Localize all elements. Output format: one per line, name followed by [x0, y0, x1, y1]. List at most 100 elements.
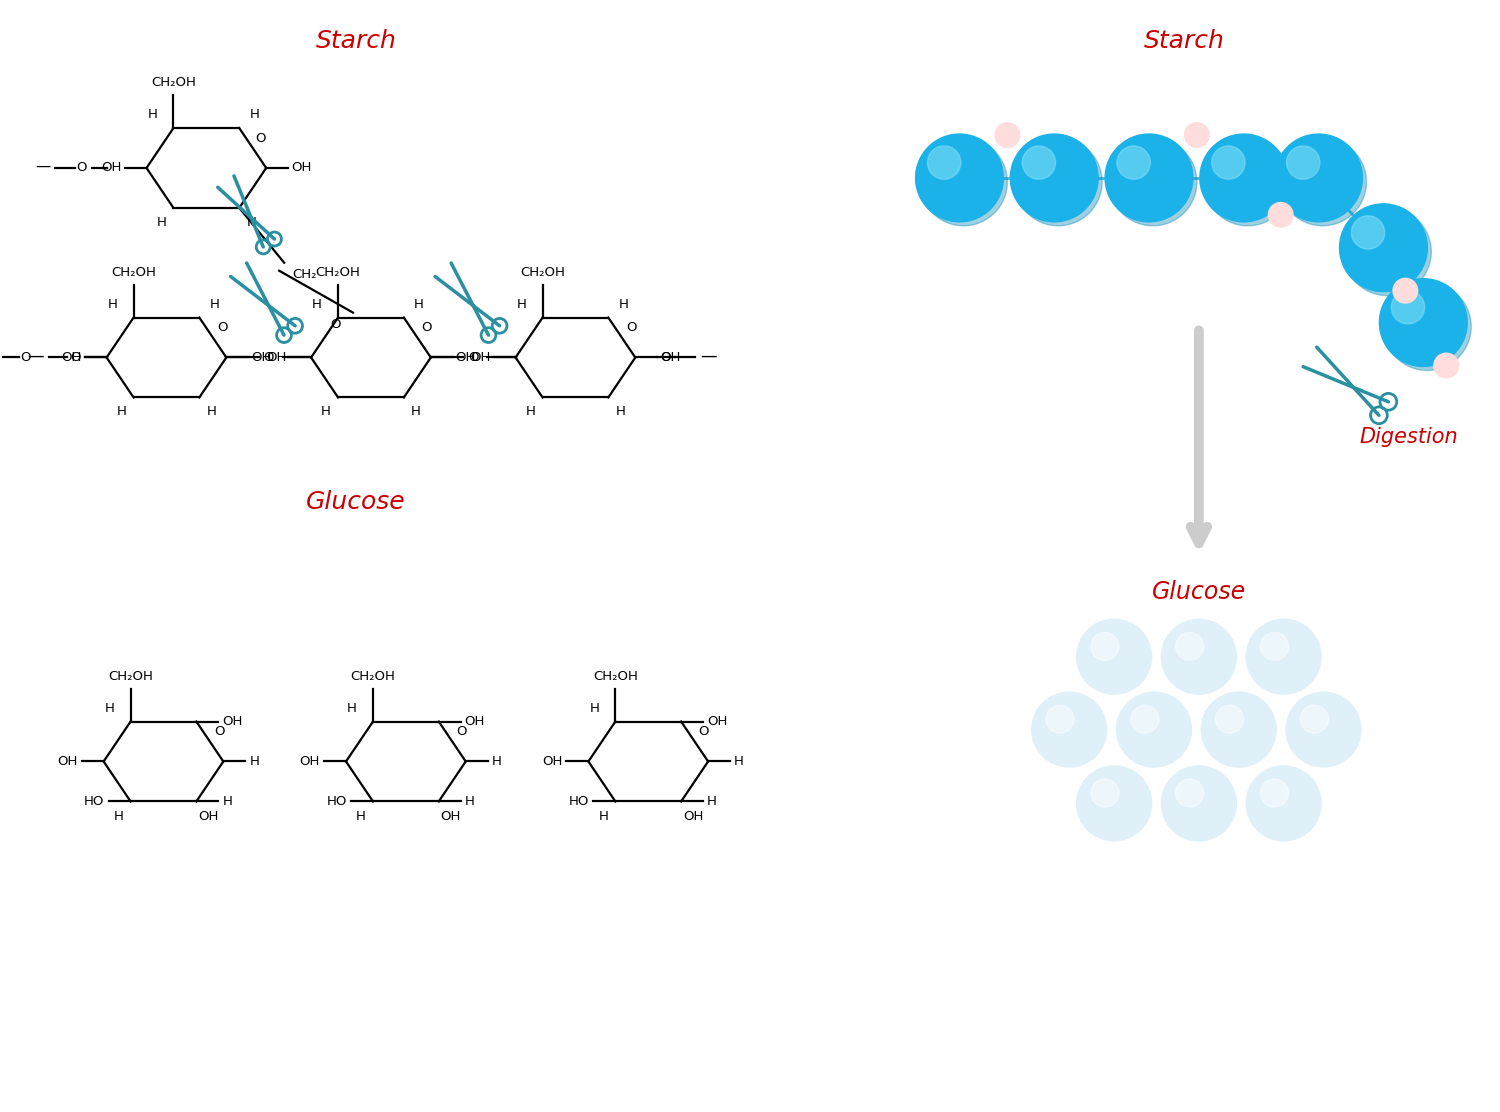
Circle shape — [1200, 135, 1287, 221]
Circle shape — [1046, 705, 1074, 733]
Circle shape — [1118, 146, 1150, 179]
Text: —: — — [27, 347, 44, 365]
Circle shape — [1215, 705, 1243, 733]
Text: OH: OH — [542, 755, 562, 768]
Text: —: — — [700, 347, 717, 365]
Circle shape — [1090, 633, 1119, 661]
Text: O: O — [330, 318, 340, 330]
Text: O: O — [217, 320, 228, 334]
Text: H: H — [147, 108, 158, 121]
Text: OH: OH — [465, 715, 484, 728]
Text: H: H — [414, 298, 423, 310]
Text: OH: OH — [266, 351, 286, 364]
Text: OH: OH — [471, 351, 490, 364]
Circle shape — [1246, 619, 1320, 694]
Circle shape — [1090, 780, 1119, 807]
Circle shape — [1162, 619, 1236, 694]
Text: O: O — [699, 725, 709, 737]
Text: H: H — [114, 811, 123, 823]
Text: H: H — [249, 108, 259, 121]
Text: Starch: Starch — [315, 29, 396, 53]
Text: H: H — [117, 406, 126, 418]
Text: CH₂OH: CH₂OH — [315, 266, 360, 279]
Text: HO: HO — [84, 795, 105, 808]
Circle shape — [1204, 138, 1292, 226]
Text: CH₂OH: CH₂OH — [351, 669, 396, 683]
Text: O: O — [422, 320, 432, 334]
Text: CH₂OH: CH₂OH — [592, 669, 638, 683]
Text: —: — — [36, 159, 51, 173]
Circle shape — [1176, 633, 1203, 661]
Text: Starch: Starch — [1143, 29, 1224, 53]
Circle shape — [1278, 138, 1366, 226]
Text: O: O — [214, 725, 225, 737]
Circle shape — [1202, 693, 1275, 766]
Circle shape — [915, 135, 1004, 221]
Text: OH: OH — [291, 161, 312, 175]
Text: HO: HO — [327, 795, 346, 808]
Circle shape — [1275, 135, 1362, 221]
Circle shape — [920, 138, 1008, 226]
Text: H: H — [590, 702, 600, 715]
Circle shape — [1340, 203, 1428, 291]
Text: H: H — [108, 298, 117, 310]
Circle shape — [1162, 766, 1236, 841]
Text: O: O — [264, 351, 274, 364]
Text: Glucose: Glucose — [1152, 580, 1246, 604]
Text: H: H — [312, 298, 322, 310]
Circle shape — [1185, 123, 1209, 147]
Text: H: H — [465, 795, 474, 808]
Text: H: H — [246, 216, 256, 229]
Text: O: O — [468, 351, 478, 364]
Text: CH₂: CH₂ — [292, 268, 316, 280]
Text: OH: OH — [62, 351, 81, 364]
Text: CH₂OH: CH₂OH — [152, 76, 196, 89]
Text: OH: OH — [57, 755, 78, 768]
Circle shape — [1287, 693, 1360, 766]
Text: O: O — [76, 161, 87, 175]
Text: H: H — [615, 406, 626, 418]
Text: CH₂OH: CH₂OH — [111, 266, 156, 279]
Text: H: H — [516, 298, 526, 310]
Text: OH: OH — [198, 811, 219, 823]
Circle shape — [1077, 619, 1150, 694]
Text: CH₂OH: CH₂OH — [108, 669, 153, 683]
Circle shape — [1212, 146, 1245, 179]
Text: H: H — [492, 755, 501, 768]
Text: H: H — [346, 702, 357, 715]
Circle shape — [1300, 705, 1329, 733]
Circle shape — [1246, 766, 1320, 841]
Circle shape — [1260, 780, 1288, 807]
Text: OH: OH — [251, 351, 272, 364]
Text: H: H — [525, 406, 536, 418]
Circle shape — [1269, 202, 1293, 227]
Text: H: H — [411, 406, 422, 418]
Text: HO: HO — [568, 795, 590, 808]
Text: OH: OH — [222, 715, 243, 728]
Text: O: O — [626, 320, 636, 334]
Text: H: H — [207, 406, 216, 418]
Text: H: H — [249, 755, 259, 768]
Text: OH: OH — [706, 715, 728, 728]
Circle shape — [1344, 208, 1431, 296]
Text: O: O — [70, 351, 81, 364]
Circle shape — [1077, 766, 1150, 841]
Circle shape — [1131, 705, 1160, 733]
Circle shape — [1106, 135, 1192, 221]
Circle shape — [1032, 693, 1106, 766]
Circle shape — [996, 123, 1020, 147]
Text: H: H — [105, 702, 114, 715]
Circle shape — [1434, 354, 1458, 377]
Text: H: H — [618, 298, 628, 310]
Circle shape — [1011, 135, 1098, 221]
Text: H: H — [706, 795, 717, 808]
Circle shape — [1383, 282, 1472, 370]
Text: Glucose: Glucose — [306, 490, 407, 514]
Text: H: H — [210, 298, 219, 310]
Circle shape — [1352, 216, 1384, 249]
Circle shape — [1176, 780, 1203, 807]
Text: H: H — [356, 811, 366, 823]
Circle shape — [1392, 290, 1425, 324]
Circle shape — [1287, 146, 1320, 179]
Circle shape — [927, 146, 962, 179]
